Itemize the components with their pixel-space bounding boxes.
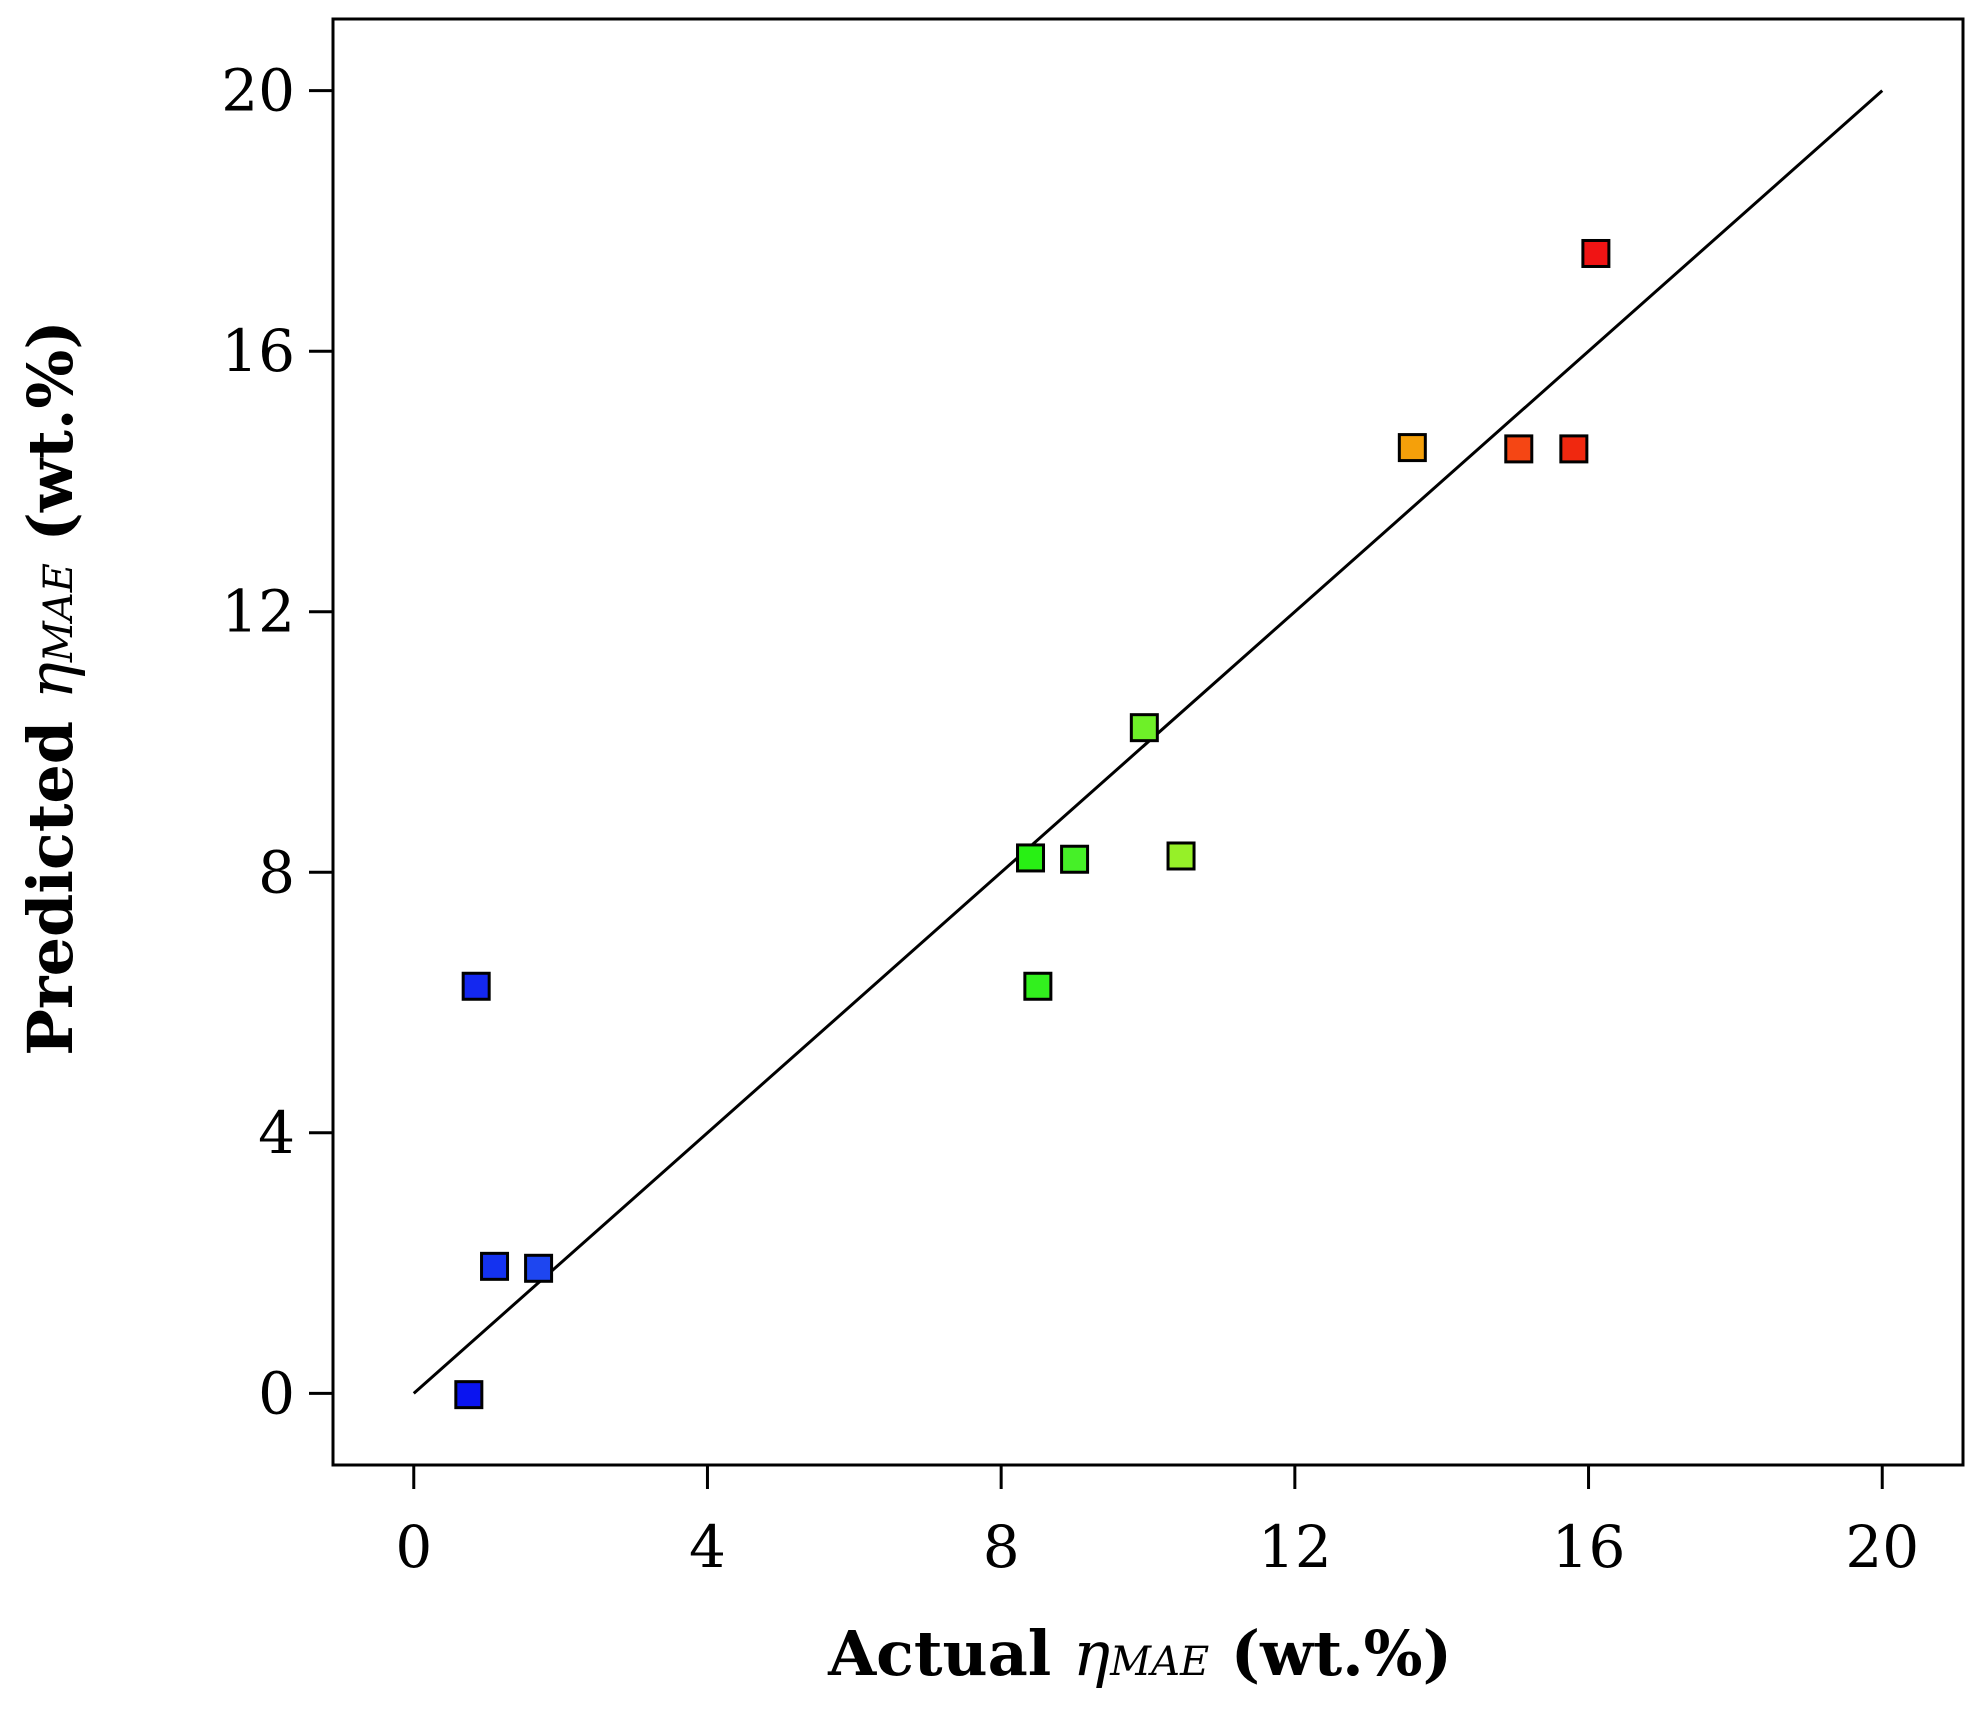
data-point [1581, 238, 1611, 268]
data-point [454, 1380, 484, 1410]
data-point [480, 1251, 510, 1281]
y-tick-label: 8 [258, 838, 295, 906]
data-point [524, 1253, 554, 1283]
x-tick-label: 12 [1258, 1513, 1332, 1581]
data-point [1504, 434, 1534, 464]
data-point [1166, 841, 1196, 871]
data-point [1397, 433, 1427, 463]
data-point [1060, 844, 1090, 874]
y-tick-label: 20 [221, 57, 295, 125]
x-tick-label: 0 [395, 1513, 432, 1581]
x-tick-label: 4 [689, 1513, 726, 1581]
y-axis-title: Predicted ηMAE (wt.%) [14, 320, 87, 1055]
y-tick-label: 0 [258, 1359, 295, 1427]
y-tick-label: 4 [258, 1099, 295, 1167]
data-point [1129, 713, 1159, 743]
plot-frame [331, 17, 1965, 1467]
x-tick-label: 8 [983, 1513, 1020, 1581]
data-points [454, 238, 1611, 1410]
data-point [461, 971, 491, 1001]
x-tick-label: 20 [1845, 1513, 1919, 1581]
y-tick-label: 16 [221, 317, 295, 385]
y-tick-label: 12 [221, 578, 295, 646]
data-point [1023, 971, 1053, 1001]
axis-ticks [309, 89, 1884, 1489]
data-point [1016, 843, 1046, 873]
axis-tick-labels: 0 4 8 12 16 20 0 4 8 12 16 20 [221, 57, 1919, 1581]
data-point [1559, 434, 1589, 464]
x-axis-title: Actual ηMAE (wt.%) [827, 1617, 1452, 1690]
x-tick-label: 16 [1552, 1513, 1626, 1581]
